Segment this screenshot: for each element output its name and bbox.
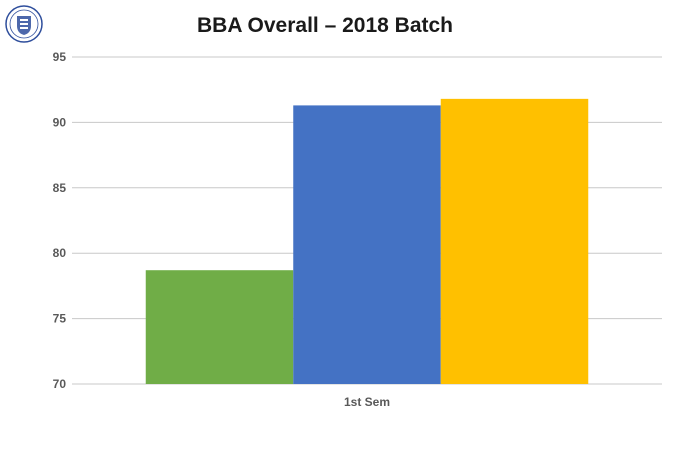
y-axis-ticks: 70 75 80 85 90 95	[53, 50, 67, 391]
bars	[145, 98, 589, 385]
y-tick-label: 85	[53, 181, 67, 195]
y-tick-label: 70	[53, 377, 67, 391]
y-tick-label: 75	[53, 312, 67, 326]
x-category-label: 1st Sem	[344, 395, 390, 409]
x-axis-ticks: 1st Sem	[344, 395, 390, 409]
bar-series-2	[293, 105, 441, 385]
y-tick-label: 95	[53, 50, 67, 64]
chart-title: BBA Overall – 2018 Batch	[196, 14, 453, 37]
bar-series-1	[145, 270, 294, 384]
bar-series-3	[440, 98, 589, 384]
y-tick-label: 90	[53, 115, 67, 129]
institution-crest-icon	[5, 5, 43, 43]
y-tick-label: 80	[53, 246, 67, 260]
